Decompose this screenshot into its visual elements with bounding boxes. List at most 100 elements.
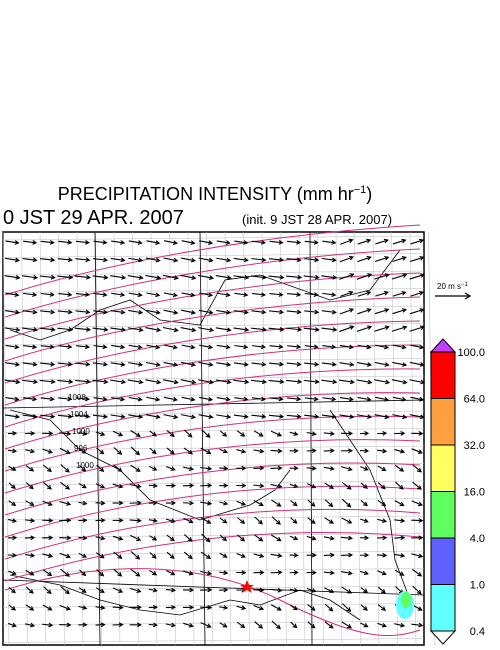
wind-arrow (149, 569, 158, 576)
wind-arrow (128, 240, 143, 245)
wind-arrow (290, 500, 298, 507)
wind-arrow (360, 500, 368, 507)
wind-head (32, 240, 38, 245)
wind-shaft (200, 484, 212, 487)
wind-arrow (268, 327, 285, 332)
wind-arrow (42, 500, 53, 506)
wind-arrow (183, 466, 194, 471)
wind-head (100, 535, 106, 541)
wind-arrow (182, 604, 195, 610)
wind-shaft (411, 500, 423, 506)
wind-head (11, 466, 17, 471)
wind-shaft (130, 464, 141, 472)
wind-arrow (356, 379, 373, 385)
wind-head (223, 587, 229, 593)
wind-arrow (360, 622, 369, 628)
wind-shaft (251, 292, 265, 296)
graticule (2, 410, 425, 416)
wind-arrow (60, 586, 70, 595)
wind-head (190, 362, 196, 367)
wind-shaft (127, 327, 143, 331)
wind-head (102, 240, 108, 245)
wind-arrow (111, 344, 126, 350)
wind-head (402, 325, 408, 331)
wind-arrow (338, 379, 355, 385)
wind-arrow (162, 379, 179, 385)
wind-shaft (23, 345, 37, 348)
wind-head (310, 502, 316, 507)
wind-arrow (253, 605, 265, 611)
wind-head (278, 344, 284, 350)
wind-head (420, 379, 426, 385)
wind-head (293, 483, 299, 489)
wind-arrow (59, 447, 71, 454)
wind-head (120, 361, 126, 367)
wind-arrow (322, 344, 337, 350)
wind-head (331, 292, 337, 298)
wind-shaft (357, 396, 371, 401)
wind-arrow (303, 274, 320, 280)
graticule (113, 231, 121, 646)
wind-arrow (75, 309, 91, 315)
wind-arrow (128, 344, 143, 350)
wind-head (240, 536, 246, 542)
wind-shaft (180, 274, 196, 279)
wind-arrow (323, 570, 335, 576)
wind-arrow (58, 292, 73, 297)
wind-head (258, 519, 263, 525)
wind-head (47, 467, 52, 473)
wind-shaft (4, 310, 20, 314)
wind-head (381, 501, 387, 507)
wind-head (331, 344, 337, 350)
wind-head (155, 240, 161, 245)
wind-head (171, 500, 177, 506)
graticule (2, 638, 425, 643)
wind-head (381, 518, 388, 524)
wind-arrow (287, 344, 302, 350)
wind-arrow (286, 309, 302, 315)
wind-head (314, 257, 320, 263)
wind-head (384, 325, 390, 331)
wind-head (100, 431, 106, 437)
wind-arrow (112, 605, 124, 610)
wind-arrow (219, 587, 229, 593)
wind-head (380, 589, 386, 594)
wind-arrow (394, 553, 406, 558)
wind-arrow (411, 500, 423, 507)
wind-arrow (4, 414, 21, 419)
wind-shaft (321, 327, 337, 331)
wind-shaft (374, 379, 390, 384)
wind-shaft (148, 519, 157, 522)
wind-arrow (22, 274, 39, 280)
wind-head (187, 554, 193, 560)
wind-arrow (57, 274, 74, 280)
wind-arrow (129, 622, 142, 628)
wind-head (12, 430, 18, 436)
wind-arrow (200, 551, 212, 559)
wind-arrow (268, 361, 285, 367)
wind-head (50, 379, 56, 385)
wind-head (416, 467, 422, 473)
wind-arrow (341, 517, 353, 524)
wind-arrow (110, 414, 126, 419)
wind-head (400, 553, 406, 558)
wind-arrow (145, 327, 162, 333)
wind-shaft (181, 309, 195, 314)
wind-head (15, 327, 21, 333)
wind-head (240, 553, 247, 558)
wind-head (329, 570, 335, 576)
wind-head (383, 290, 389, 296)
wind-arrow (163, 396, 178, 402)
wind-shaft (183, 534, 193, 542)
wind-arrow (25, 586, 34, 594)
wind-head (364, 535, 370, 541)
wind-arrow (148, 483, 158, 489)
wind-head (418, 518, 424, 523)
wind-arrow (268, 413, 285, 419)
wind-arrow (96, 569, 105, 577)
wind-shaft (42, 448, 53, 454)
wind-arrow (321, 309, 337, 315)
wind-head (367, 273, 373, 278)
wind-head (50, 327, 56, 332)
wind-shaft (377, 604, 386, 611)
